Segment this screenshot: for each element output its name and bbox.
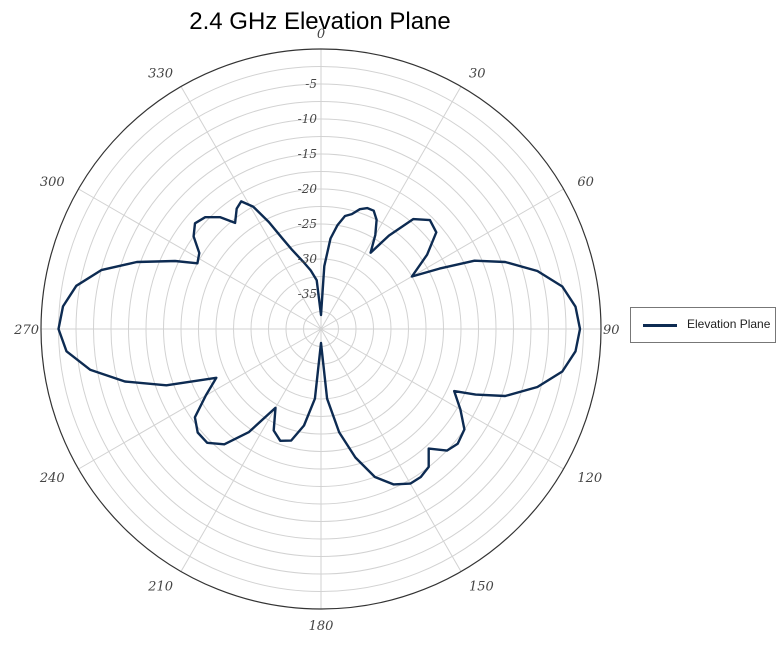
grid-spoke [180,328,322,572]
polar-plot: -5 -10 -15 -20 -25 -30 -35 0 30 60 90 120 150 180 210 2… [13,27,620,634]
angle-tick-label: 30 [469,67,486,82]
angle-tick-label: 150 [469,579,494,594]
grid-spoke [320,328,564,470]
angle-tick-label: 240 [39,471,65,486]
grid-spoke [180,86,322,330]
radial-tick-label: -30 [298,252,318,266]
angle-tick-label: 0 [317,27,325,42]
angle-tick-label: 120 [577,471,602,486]
grid-spoke [78,188,322,330]
angle-tick-label: 300 [40,175,65,190]
grid-spoke [320,188,564,330]
angle-tick-label: 270 [13,323,39,338]
grid-spoke [320,328,462,572]
angle-tick-label: 90 [603,323,620,338]
grid-spoke [78,328,322,470]
outer-ring [40,48,602,610]
angle-tick-label: 60 [577,175,594,190]
radial-tick-label: -35 [298,287,317,301]
legend-label: Elevation Plane [687,317,771,331]
series-line [57,200,582,486]
radial-tick-label: -20 [298,182,318,196]
chart-title: 2.4 GHz Elevation Plane [189,8,451,35]
radial-tick-label: -10 [298,112,318,126]
angle-tick-label: 330 [148,67,173,82]
angle-tick-label: 180 [309,619,334,634]
grid-spoke [320,86,462,330]
angle-tick-label: 210 [147,579,173,594]
radial-tick-label: -25 [298,217,317,231]
legend-swatch [643,324,677,327]
radial-tick-label: -5 [305,77,317,91]
legend: Elevation Plane [630,307,776,343]
radial-tick-label: -15 [298,147,317,161]
